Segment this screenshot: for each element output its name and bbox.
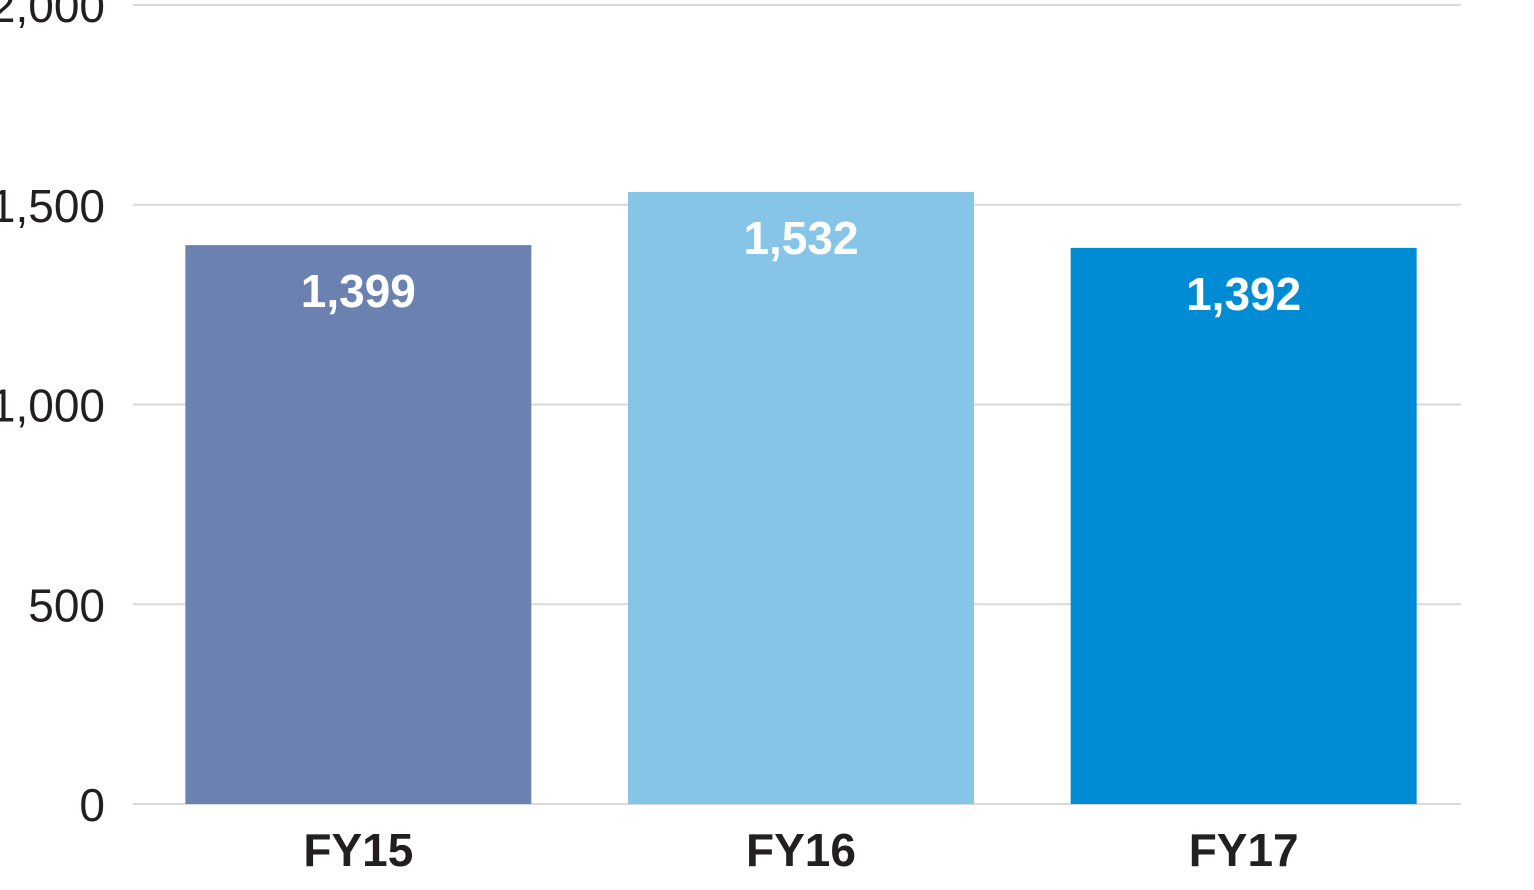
bar-value-labels: 1,399 1,532 1,392 bbox=[301, 212, 1301, 320]
y-tick-label: 0 bbox=[79, 779, 105, 831]
bar-value-label: 1,399 bbox=[301, 265, 416, 317]
x-tick-label: FY15 bbox=[303, 824, 413, 876]
bar-fy16 bbox=[628, 191, 974, 804]
x-axis-tick-labels: FY15 FY16 FY17 bbox=[303, 824, 1298, 876]
bars bbox=[185, 191, 1417, 805]
y-tick-label: 1,000 bbox=[0, 380, 105, 432]
y-tick-label: 1,500 bbox=[0, 180, 105, 232]
y-tick-label: 2,000 bbox=[0, 0, 105, 32]
bar-fy17 bbox=[1070, 247, 1417, 804]
x-tick-label: FY17 bbox=[1189, 824, 1299, 876]
y-tick-label: 500 bbox=[28, 579, 105, 631]
y-axis-tick-labels: 0 500 1,000 1,500 2,000 bbox=[0, 0, 105, 831]
bar-value-label: 1,532 bbox=[743, 212, 858, 264]
x-tick-label: FY16 bbox=[746, 824, 856, 876]
bar-value-label: 1,392 bbox=[1186, 268, 1301, 320]
bar-fy15 bbox=[185, 245, 532, 805]
